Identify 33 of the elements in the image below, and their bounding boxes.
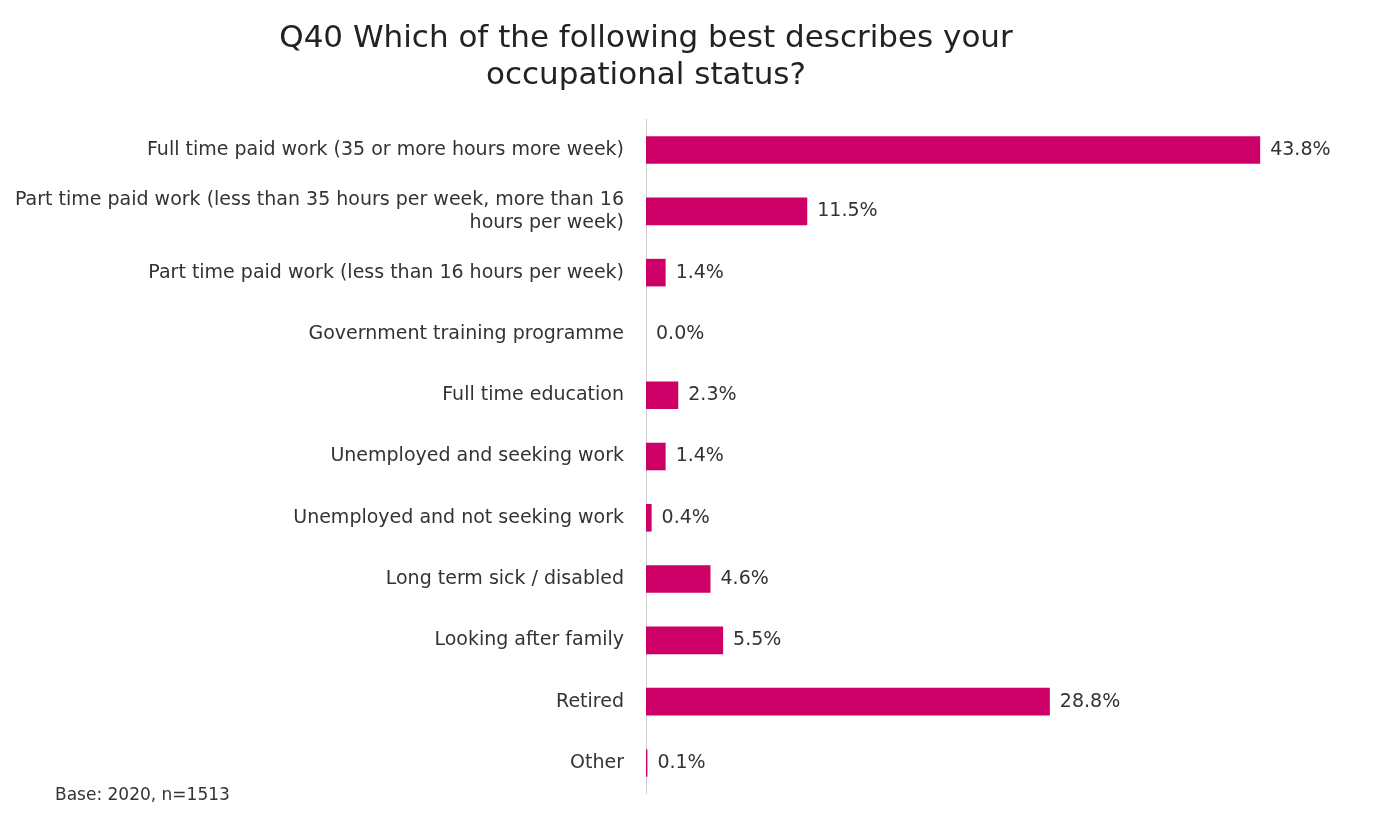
y-tick-label: Long term sick / disabled <box>385 566 624 589</box>
bar <box>646 258 666 287</box>
y-tick-label: Full time education <box>442 382 624 405</box>
bar <box>646 565 711 593</box>
data-label: 1.4% <box>675 259 724 282</box>
data-label: 28.8% <box>1059 688 1121 711</box>
text: Base: 2020, n=1513 <box>55 784 230 804</box>
bar <box>646 197 808 226</box>
bar <box>646 381 679 409</box>
data-label: 1.4% <box>675 443 724 466</box>
y-tick-label: Unemployed and not seeking work <box>293 504 624 527</box>
bar <box>646 136 1261 164</box>
bar <box>646 442 666 471</box>
data-label: 4.6% <box>720 566 769 589</box>
y-tick-label: Full time paid work (35 or more hours more week) <box>146 136 624 159</box>
bar <box>646 626 724 655</box>
data-label: 5.5% <box>733 627 782 650</box>
y-tick-label: Part time paid work (less than 16 hours per week) <box>148 259 624 282</box>
data-label: 0.4% <box>661 504 710 527</box>
y-tick-label: Other <box>570 749 625 772</box>
data-label: 43.8% <box>1270 136 1331 159</box>
y-tick-label: Retired <box>556 688 624 711</box>
bar <box>646 687 1050 716</box>
chart-title: Q40 Which of the following best describes your occupational status? <box>279 17 1014 91</box>
data-label: 0.1% <box>657 749 706 772</box>
bar <box>646 504 652 532</box>
data-label: 0.0% <box>656 320 705 343</box>
y-tick-label: Unemployed and seeking work <box>330 443 624 466</box>
data-label: 2.3% <box>688 382 737 405</box>
y-tick-label: Looking after family <box>434 627 624 650</box>
data-label: 11.5% <box>817 198 878 221</box>
y-tick-label: Government training programme <box>308 320 624 343</box>
y-tick-label: Part time paid work (less than 35 hours per week, more than 16 hours per week) <box>15 186 624 232</box>
